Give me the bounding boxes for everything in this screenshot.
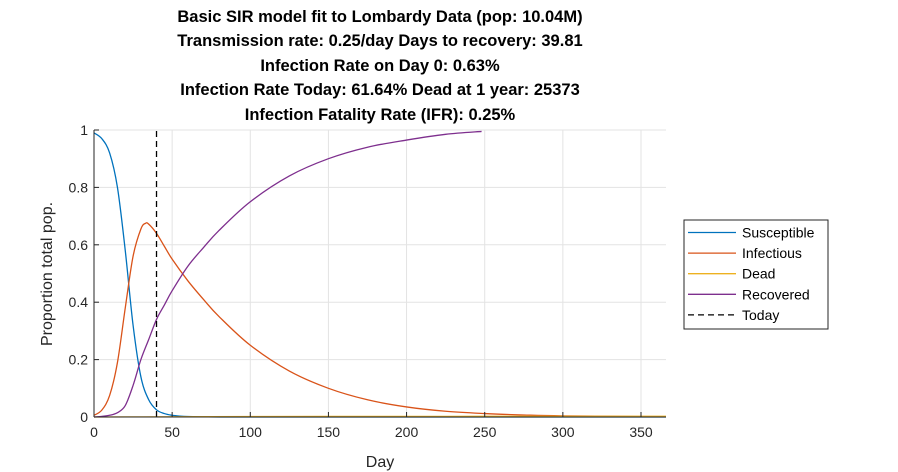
series-line-susceptible [93,132,666,418]
title-line-4: Infection Rate Today: 61.64% Dead at 1 y… [180,81,580,100]
series-line-infectious [93,222,667,418]
x-axis-label: Day [366,454,394,471]
legend-label-dead: Dead [742,266,775,282]
legend-label-recovered: Recovered [742,286,810,302]
x-tick-label: 250 [473,424,497,440]
title-line-2: Transmission rate: 0.25/day Days to reco… [177,32,583,51]
y-tick-label: 0.6 [69,237,89,253]
title-line-1: Basic SIR model fit to Lombardy Data (po… [177,8,583,26]
title-line-3: Infection Rate on Day 0: 0.63% [260,56,500,75]
x-tick-label: 350 [629,424,653,440]
y-tick-label: 0.8 [69,179,89,195]
x-tick-label: 200 [395,424,419,440]
grid [94,129,666,417]
y-tick-label: 0 [80,409,88,425]
y-tick-label: 0.2 [69,352,89,368]
series-layer [93,130,667,418]
y-tick-label: 1 [80,122,88,138]
tick-labels: 0 50 100 150 200 250 300 350 0 0.2 0.4 0.6 0.8 1 [69,122,653,440]
x-tick-label: 150 [317,424,341,440]
legend: Susceptible Infectious Dead Recovered Today [683,219,829,330]
legend-label-susceptible: Susceptible [742,225,815,241]
x-tick-label: 300 [551,424,575,440]
legend-label-infectious: Infectious [742,245,802,261]
series-line-recovered [93,130,482,418]
legend-label-today: Today [742,307,779,323]
plot-area [94,130,666,417]
x-tick-label: 100 [239,424,263,440]
y-tick-label: 0.4 [69,294,89,310]
legend-box [683,219,829,330]
chart-title: Basic SIR model fit to Lombardy Data (po… [94,5,666,127]
x-tick-label: 50 [164,424,180,440]
title-line-5: Infection Fatality Rate (IFR): 0.25% [244,105,516,124]
y-axis-label: Proportion total pop. [39,202,56,346]
axes [93,129,666,418]
x-tick-label: 0 [90,424,98,440]
